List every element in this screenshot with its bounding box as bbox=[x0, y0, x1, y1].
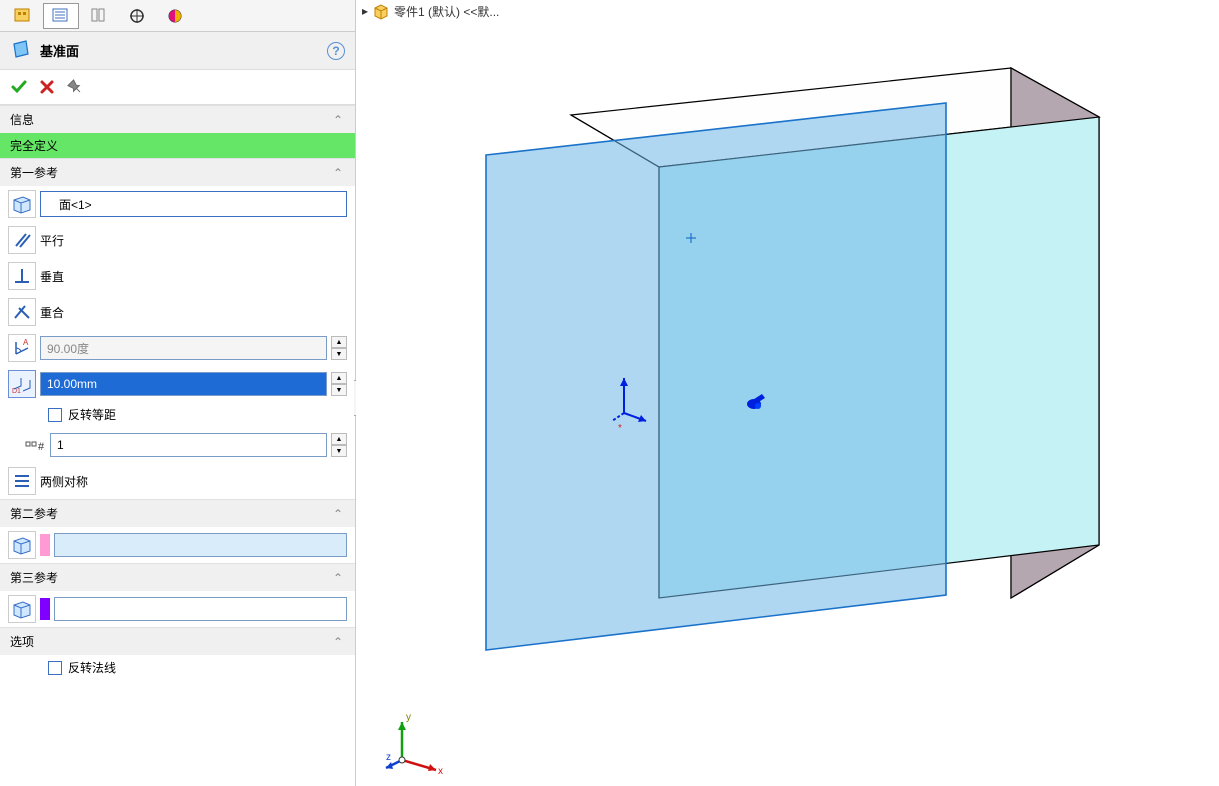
svg-text:#: # bbox=[38, 441, 45, 453]
mid-plane-row[interactable]: 两侧对称 bbox=[0, 463, 355, 499]
svg-text:z: z bbox=[386, 752, 391, 763]
perpendicular-label: 垂直 bbox=[40, 268, 64, 285]
feature-header: 基准面 ? bbox=[0, 32, 355, 70]
angle-input[interactable] bbox=[40, 336, 327, 360]
accept-button[interactable] bbox=[8, 76, 30, 98]
flyout-tree-label: 零件1 (默认) <<默... bbox=[394, 3, 499, 20]
instances-icon: # bbox=[8, 431, 46, 459]
flip-normal-row[interactable]: 反转法线 bbox=[0, 655, 355, 680]
second-ref-color-swatch bbox=[40, 534, 50, 556]
first-reference-row bbox=[0, 186, 355, 222]
view-orientation-triad[interactable]: y x z bbox=[380, 708, 450, 778]
offset-input[interactable] bbox=[40, 372, 327, 396]
offset-row: D1 ▲ ▼ bbox=[0, 366, 355, 402]
coincident-icon[interactable] bbox=[8, 298, 36, 326]
second-reference-row bbox=[0, 527, 355, 563]
flip-offset-label: 反转等距 bbox=[68, 406, 116, 423]
reference-face-icon[interactable] bbox=[8, 531, 36, 559]
third-reference-row bbox=[0, 591, 355, 627]
status-fully-defined: 完全定义 bbox=[0, 133, 355, 158]
help-icon[interactable]: ? bbox=[327, 42, 345, 60]
config-manager-tab[interactable] bbox=[81, 3, 117, 29]
coincident-label: 重合 bbox=[40, 304, 64, 321]
info-group-header[interactable]: 信息 ⌃ bbox=[0, 105, 355, 133]
scene-svg: * bbox=[356, 0, 1219, 786]
offset-distance-icon[interactable]: D1 bbox=[8, 370, 36, 398]
angle-icon[interactable]: A bbox=[8, 334, 36, 362]
reference-face-icon[interactable] bbox=[8, 190, 36, 218]
flip-offset-row[interactable]: 反转等距 bbox=[0, 402, 355, 427]
third-reference-header[interactable]: 第三参考 ⌃ bbox=[0, 563, 355, 591]
dimxpert-tab[interactable] bbox=[119, 3, 155, 29]
first-ref-label: 第一参考 bbox=[10, 164, 58, 181]
second-ref-label: 第二参考 bbox=[10, 505, 58, 522]
svg-text:*: * bbox=[618, 423, 622, 434]
third-reference-input[interactable] bbox=[54, 597, 347, 621]
property-manager-panel: 基准面 ? 信息 ⌃ 完全定义 第一参考 ⌃ bbox=[0, 0, 356, 786]
third-ref-color-swatch bbox=[40, 598, 50, 620]
angle-spin-down[interactable]: ▼ bbox=[331, 348, 347, 360]
info-label: 信息 bbox=[10, 111, 34, 128]
cancel-button[interactable] bbox=[36, 76, 58, 98]
flyout-tree-header[interactable]: ▸ 零件1 (默认) <<默... bbox=[362, 2, 499, 20]
svg-text:x: x bbox=[438, 766, 443, 777]
chevron-up-icon[interactable]: ⌃ bbox=[331, 166, 345, 180]
second-reference-header[interactable]: 第二参考 ⌃ bbox=[0, 499, 355, 527]
first-reference-input[interactable] bbox=[40, 191, 347, 217]
second-reference-input[interactable] bbox=[54, 533, 347, 557]
expand-tree-icon[interactable]: ▸ bbox=[362, 4, 368, 18]
svg-text:y: y bbox=[406, 712, 411, 723]
instances-row: # ▲ ▼ bbox=[0, 427, 355, 463]
property-manager-tab[interactable] bbox=[43, 3, 79, 29]
mid-plane-label: 两侧对称 bbox=[40, 473, 88, 490]
perpendicular-icon[interactable] bbox=[8, 262, 36, 290]
offset-spin-up[interactable]: ▲ bbox=[331, 372, 347, 384]
parallel-icon[interactable] bbox=[8, 226, 36, 254]
options-label: 选项 bbox=[10, 633, 34, 650]
flip-normal-label: 反转法线 bbox=[68, 659, 116, 676]
parallel-label: 平行 bbox=[40, 232, 64, 249]
instances-spin-up[interactable]: ▲ bbox=[331, 433, 347, 445]
instances-spin-down[interactable]: ▼ bbox=[331, 445, 347, 457]
chevron-up-icon[interactable]: ⌃ bbox=[331, 507, 345, 521]
part-icon bbox=[372, 2, 390, 20]
feature-title: 基准面 bbox=[40, 41, 79, 60]
coincident-row[interactable]: 重合 bbox=[0, 294, 355, 330]
flip-normal-checkbox[interactable] bbox=[48, 661, 62, 675]
feature-tree-tab[interactable] bbox=[5, 3, 41, 29]
svg-text:A: A bbox=[23, 338, 29, 347]
chevron-up-icon[interactable]: ⌃ bbox=[331, 571, 345, 585]
panel-tab-bar bbox=[0, 0, 355, 32]
chevron-up-icon[interactable]: ⌃ bbox=[331, 113, 345, 127]
flip-offset-checkbox[interactable] bbox=[48, 408, 62, 422]
parallel-row[interactable]: 平行 bbox=[0, 222, 355, 258]
chevron-up-icon[interactable]: ⌃ bbox=[331, 635, 345, 649]
preview-plane[interactable] bbox=[486, 103, 946, 650]
plane-icon bbox=[10, 38, 32, 63]
angle-spin-up[interactable]: ▲ bbox=[331, 336, 347, 348]
graphics-viewport[interactable]: ▸ 零件1 (默认) <<默... bbox=[356, 0, 1219, 786]
action-bar bbox=[0, 70, 355, 105]
reference-face-icon[interactable] bbox=[8, 595, 36, 623]
third-ref-label: 第三参考 bbox=[10, 569, 58, 586]
svg-text:D1: D1 bbox=[12, 388, 21, 394]
display-manager-tab[interactable] bbox=[157, 3, 193, 29]
mid-plane-icon[interactable] bbox=[8, 467, 36, 495]
instances-input[interactable] bbox=[50, 433, 327, 457]
angle-row: A ▲ ▼ bbox=[0, 330, 355, 366]
perpendicular-row[interactable]: 垂直 bbox=[0, 258, 355, 294]
first-reference-header[interactable]: 第一参考 ⌃ bbox=[0, 158, 355, 186]
options-header[interactable]: 选项 ⌃ bbox=[0, 627, 355, 655]
offset-spin-down[interactable]: ▼ bbox=[331, 384, 347, 396]
pin-button[interactable] bbox=[64, 76, 86, 98]
